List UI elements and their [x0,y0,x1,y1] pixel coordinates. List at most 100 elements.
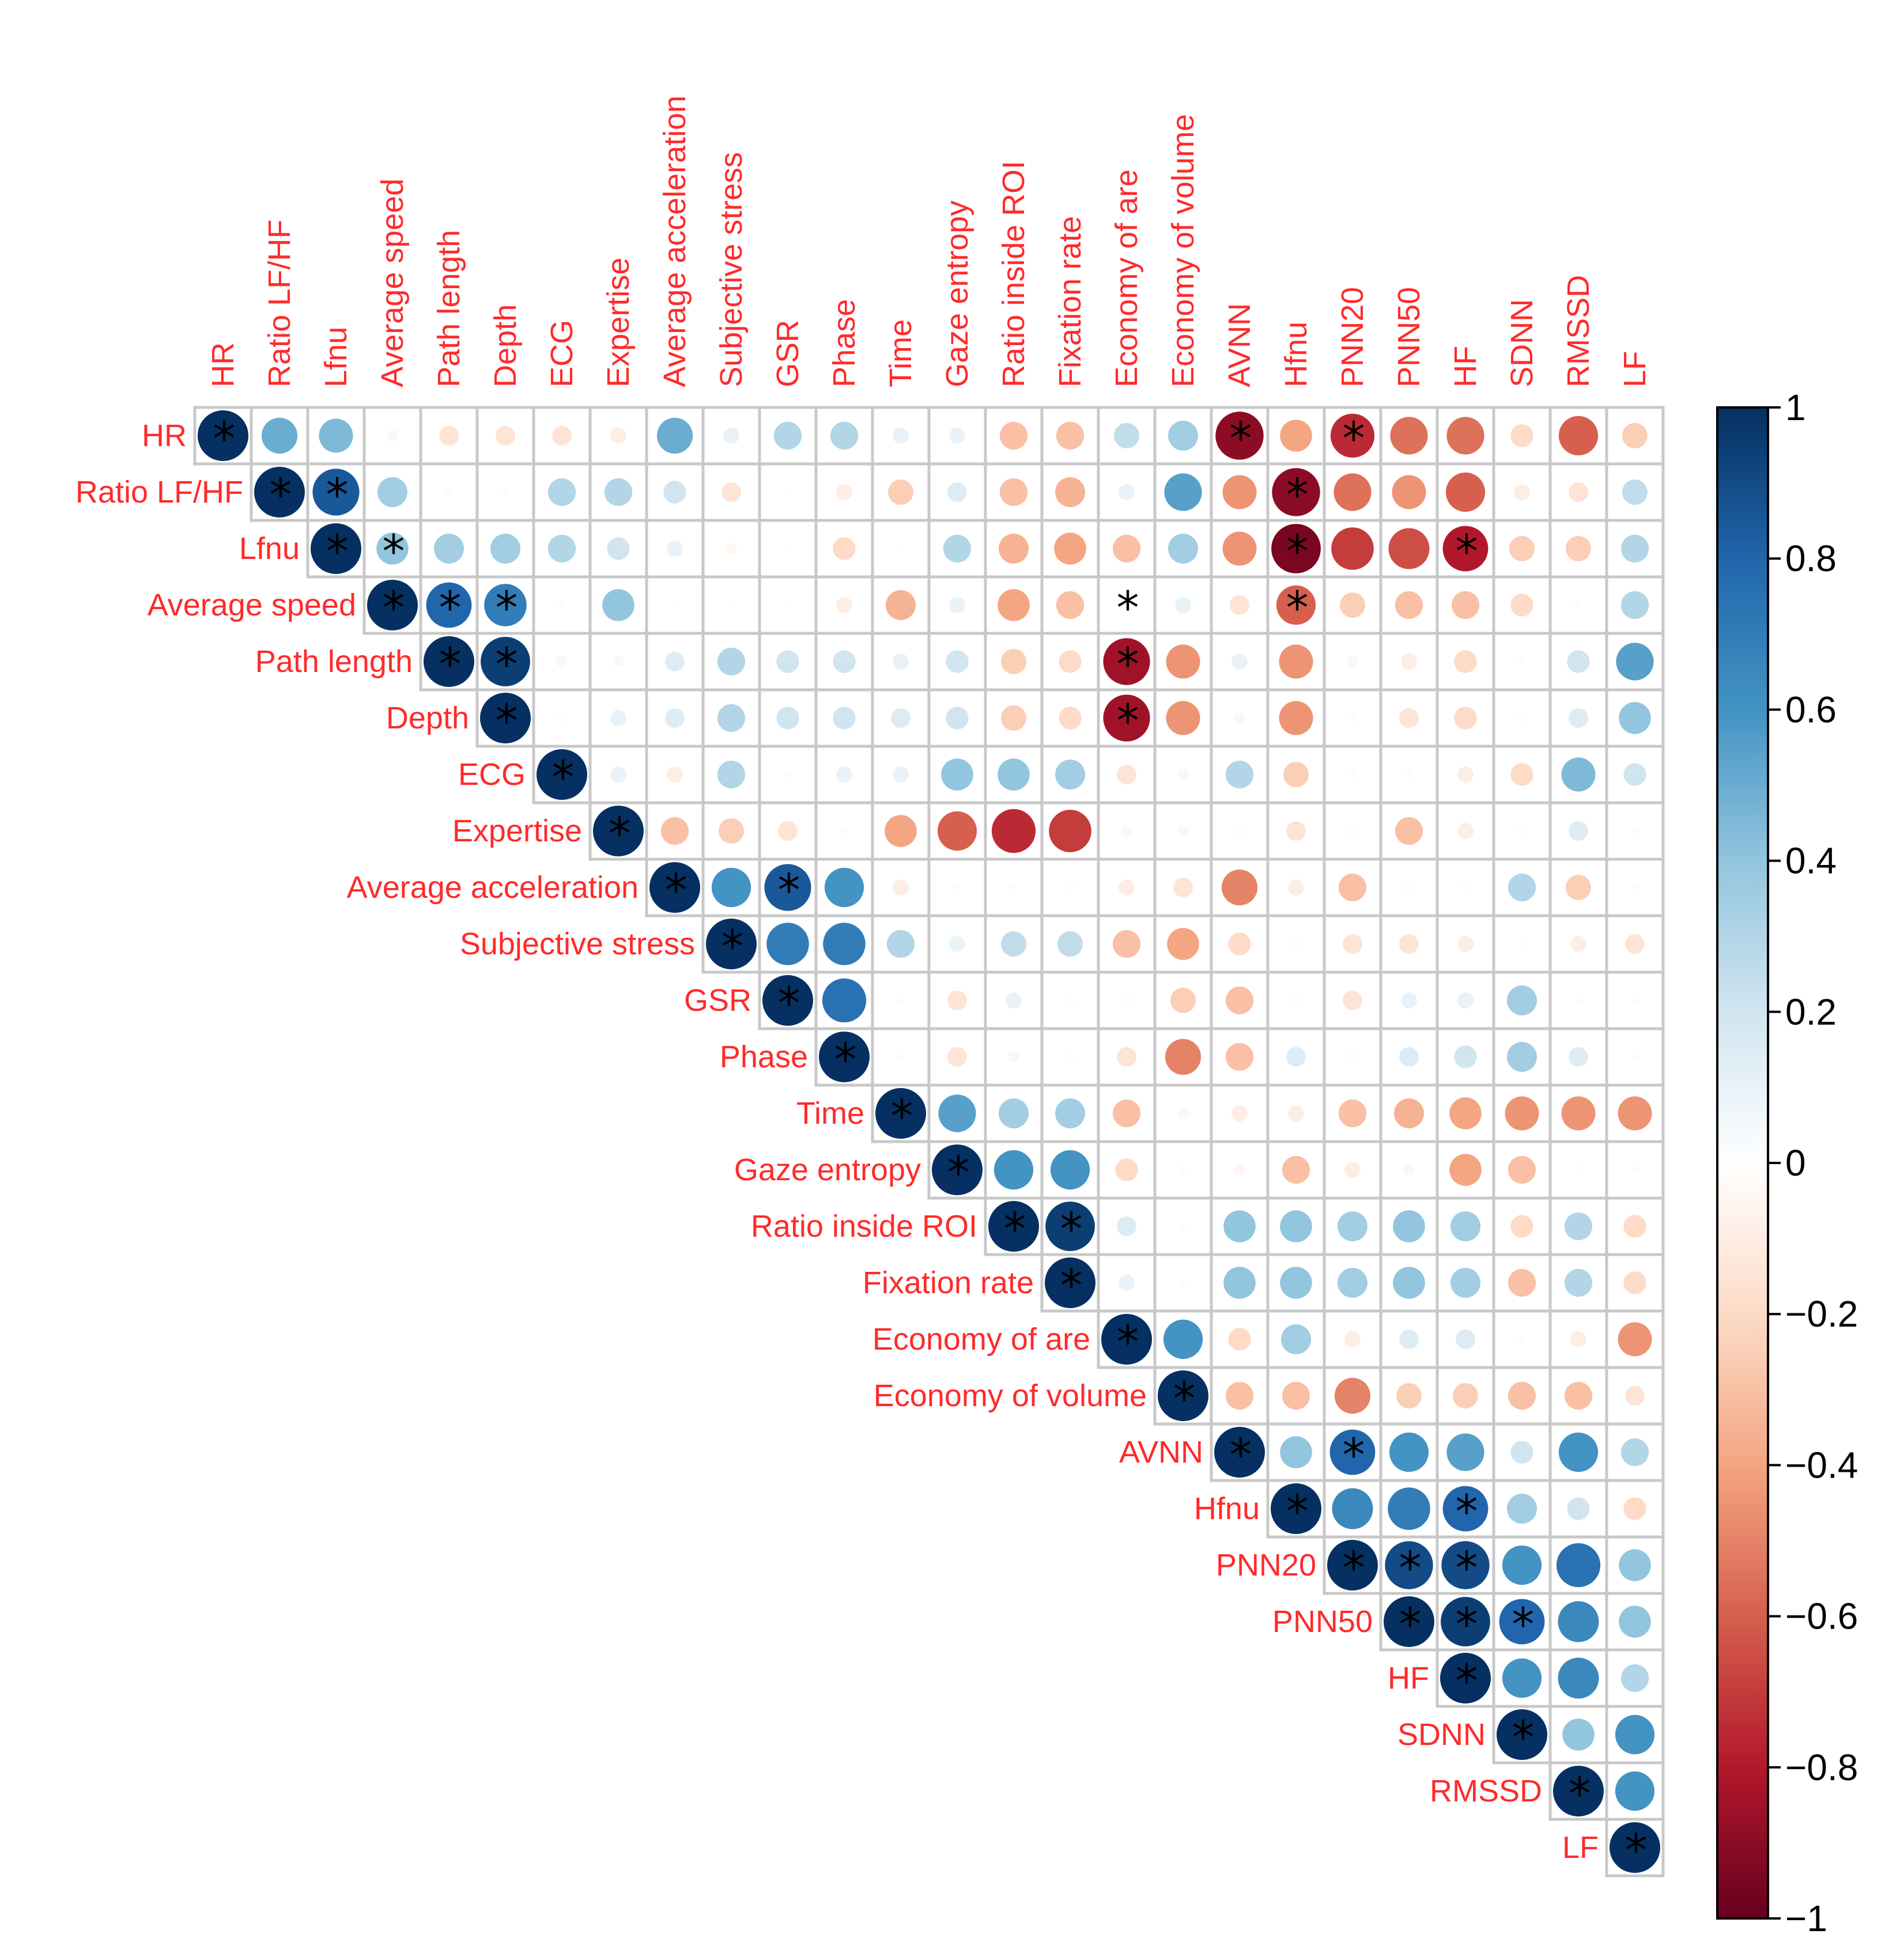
corr-circle-path-length-subjective-stress [717,647,746,676]
corr-circle-time-pnn50 [1394,1098,1424,1128]
corr-circle-gaze-entropy-pnn20 [1344,1162,1361,1178]
corr-circle-hfnu-pnn50 [1388,1487,1430,1530]
corr-circle-ratio-lf-hf-expertise [604,478,633,507]
row-label-hfnu: Hfnu [1194,1491,1260,1526]
significance-star: * [1456,526,1478,578]
corr-circle-economy-of-are-pnn50 [1399,1329,1419,1349]
corr-circle-ratio-lf-hf-gaze-entropy [947,482,967,502]
corr-circle-average-speed-economy-of-volume [1175,597,1191,613]
corr-circle-phase-rmssd [1569,1047,1588,1067]
significance-star: * [1456,1543,1478,1595]
corr-circle-average-speed-hfnu [1276,585,1316,625]
corr-circle-expertise-phase [840,827,848,835]
significance-star: * [496,639,518,691]
corr-circle-ecg-ecg [537,749,587,800]
corr-circle-ecg-pnn50 [1405,770,1413,779]
significance-star: * [834,1034,857,1086]
corr-circle-ecg-economy-of-are [1117,765,1136,784]
significance-star: * [1060,1204,1083,1256]
corr-circle-pnn20-pnn50 [1385,1541,1433,1589]
corr-circle-time-ratio-inside-roi [999,1098,1029,1128]
corr-circle-lfnu-pnn50 [1388,528,1430,569]
corr-circle-path-length-gaze-entropy [946,650,969,673]
column-label-subjective-stress: Subjective stress [714,152,749,387]
corr-circle-hr-expertise [610,428,626,444]
corr-circle-expertise-hfnu [1286,821,1306,841]
significance-star: * [778,865,800,917]
row-label-hr: HR [142,418,187,453]
corr-circle-expertise-pnn50 [1395,817,1423,845]
significance-star: * [439,583,462,634]
corr-circle-lfnu-rmssd [1566,536,1591,561]
corr-circle-subjective-stress-economy-of-volume [1167,928,1199,960]
corr-circle-average-acceleration-pnn20 [1338,873,1367,902]
corr-circle-average-speed-average-speed [367,580,418,630]
corr-circle-subjective-stress-time [886,930,915,958]
corr-circle-average-acceleration-phase [824,867,864,908]
significance-star: * [1117,639,1139,691]
corr-circle-gsr-hfnu [1292,996,1300,1004]
corr-circle-fixation-rate-sdnn [1508,1268,1536,1297]
corr-circle-hr-hfnu [1280,420,1312,452]
corr-circle-path-length-hf [1454,650,1477,673]
corr-circle-economy-of-are-sdnn [1518,1335,1526,1343]
matrix-cell [1153,1140,1213,1200]
corr-circle-lfnu-ratio-inside-roi [999,534,1029,564]
corr-circle-gsr-hf [1457,992,1474,1008]
corr-circle-hr-subjective-stress [723,428,739,444]
corr-circle-phase-time [897,1053,905,1061]
row-label-expertise: Expertise [452,814,582,848]
corr-circle-average-speed-ecg [558,601,566,609]
corr-circle-fixation-rate-pnn50 [1393,1267,1425,1299]
column-label-average-acceleration: Average acceleration [658,96,692,387]
corr-circle-hr-average-speed [387,430,398,441]
colorbar-tick-label: 0.2 [1785,991,1837,1033]
corr-circle-fixation-rate-avnn [1223,1267,1256,1299]
corr-circle-ratio-lf-hf-ecg [547,478,576,507]
corr-circle-ratio-lf-hf-gsr [784,488,792,496]
corr-circle-expertise-economy-of-are [1121,825,1132,837]
column-label-gaze-entropy: Gaze entropy [940,201,974,387]
corr-circle-economy-of-are-avnn [1228,1328,1251,1351]
column-label-ratio-inside-roi: Ratio inside ROI [996,161,1031,387]
corr-circle-avnn-avnn [1214,1427,1265,1478]
corr-circle-expertise-rmssd [1569,821,1588,841]
corr-circle-gsr-rmssd [1574,996,1582,1004]
row-label-ratio-inside-roi: Ratio inside ROI [751,1209,977,1244]
corr-circle-hr-pnn20 [1330,413,1375,458]
corr-circle-gsr-fixation-rate [1066,996,1074,1004]
significance-star: * [383,526,405,578]
corr-circle-hr-gaze-entropy [949,428,965,444]
matrix-cell [1605,801,1665,861]
corr-circle-depth-time [891,708,911,728]
significance-star: * [609,809,631,860]
significance-star: * [891,1091,913,1143]
corr-circle-pnn50-hf [1441,1597,1490,1646]
corr-circle-ecg-fixation-rate [1055,760,1085,790]
corr-circle-expertise-time [885,815,917,847]
corr-circle-depth-sdnn [1518,714,1526,722]
corr-circle-hfnu-lf [1623,1497,1646,1520]
corr-circle-hr-hf [1446,417,1484,455]
corr-circle-average-speed-economy-of-are [1123,601,1131,609]
corr-circle-path-length-pnn50 [1401,654,1417,670]
corr-circle-hr-economy-of-volume [1168,421,1198,451]
corr-circle-phase-ratio-inside-roi [1008,1051,1019,1063]
corr-circle-ratio-lf-hf-pnn20 [1333,473,1372,511]
colorbar-tick-label: 0.4 [1785,840,1837,882]
colorbar-tick-label: −0.4 [1785,1444,1858,1486]
corr-circle-lfnu-fixation-rate [1054,532,1086,565]
corr-circle-gsr-time [897,996,905,1004]
corr-circle-ratio-inside-roi-hfnu [1280,1210,1312,1242]
corr-circle-ratio-inside-roi-pnn20 [1338,1211,1367,1241]
corr-circle-path-length-economy-of-are [1103,638,1150,685]
corr-circle-ratio-lf-hf-avnn [1222,475,1257,509]
corr-circle-subjective-stress-gsr [766,923,809,965]
colorbar-tick-label: 0 [1785,1142,1806,1184]
corr-circle-ecg-economy-of-volume [1177,769,1189,780]
corr-circle-ratio-lf-hf-economy-of-are [1119,484,1135,500]
corr-circle-depth-ratio-inside-roi [1001,705,1026,731]
corr-circle-depth-ecg [558,714,566,722]
corr-circle-time-hf [1449,1097,1482,1130]
matrix-grid [193,406,1665,1878]
